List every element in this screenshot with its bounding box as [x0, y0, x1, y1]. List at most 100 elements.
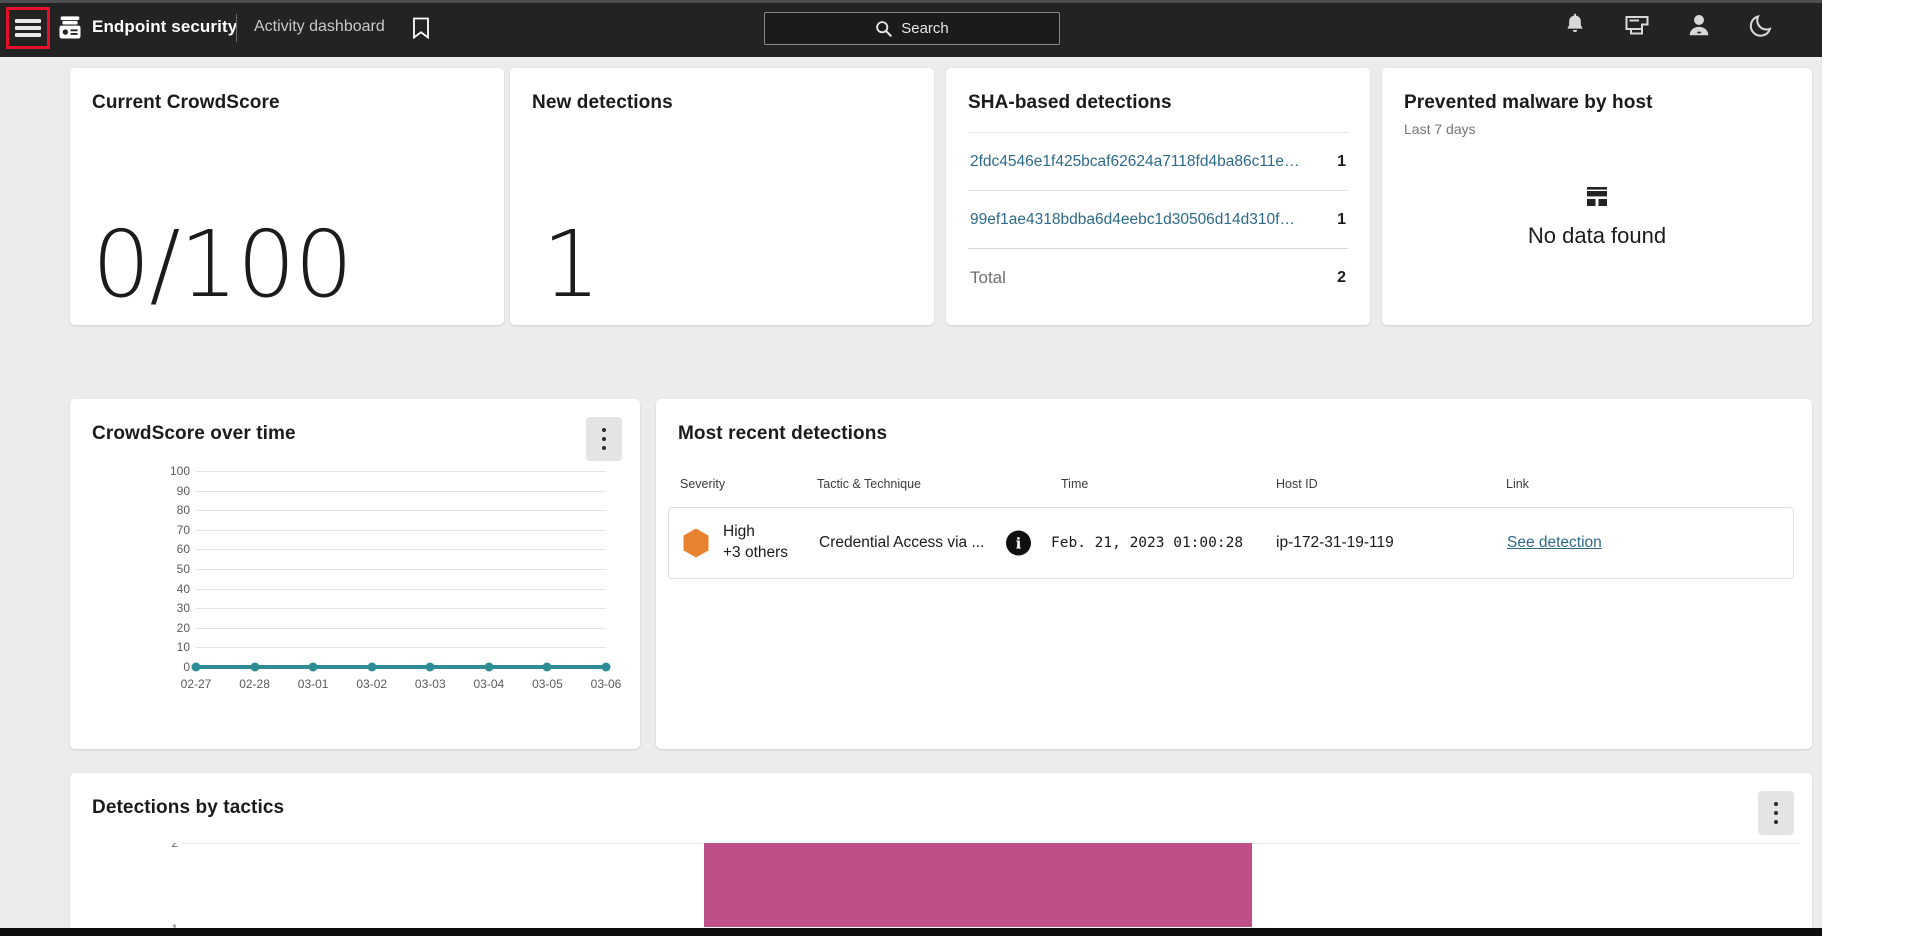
page-subtitle: Activity dashboard — [254, 18, 385, 35]
time-cell: Feb. 21, 2023 01:00:28 — [1051, 535, 1244, 551]
bookmark-icon[interactable] — [412, 17, 430, 39]
sha-detections-list: 2fdc4546e1f425bcaf62624a7118fd4ba86c11e6… — [968, 132, 1348, 306]
new-detections-value: 1 — [542, 211, 601, 318]
notifications-icon[interactable] — [1562, 12, 1588, 38]
x-tick-label: 03-02 — [356, 677, 388, 691]
card-title: Prevented malware by host — [1404, 92, 1653, 113]
y-tick-label: 30 — [176, 601, 190, 616]
y-tick-label: 10 — [176, 640, 190, 655]
no-data-icon — [1587, 187, 1607, 206]
gridline — [196, 490, 606, 492]
data-point[interactable] — [484, 662, 494, 672]
data-point[interactable] — [425, 662, 435, 672]
data-point[interactable] — [542, 662, 552, 672]
gridline — [196, 471, 606, 472]
severity-level: High — [723, 523, 755, 541]
severity-hexagon-icon — [683, 528, 709, 558]
y-tick-label: 100 — [169, 464, 190, 478]
app-title: Endpoint security — [92, 17, 238, 36]
column-header-host-id: Host ID — [1276, 477, 1318, 491]
search-input[interactable]: Search — [764, 12, 1060, 45]
card-new-detections: New detections 1 — [510, 68, 934, 325]
application-window: Endpoint security Activity dashboard Sea… — [0, 0, 1822, 936]
top-bar-icon-group — [1562, 12, 1774, 38]
empty-state-text: No data found — [1527, 223, 1667, 248]
messages-icon[interactable] — [1624, 12, 1650, 38]
kebab-dot — [602, 446, 606, 450]
y-tick-label: 90 — [176, 483, 190, 498]
card-prevented-malware-by-host: Prevented malware by host Last 7 days No… — [1382, 68, 1812, 325]
y-tick-label: 80 — [176, 503, 190, 518]
list-item[interactable]: 99ef1ae4318bdba6d4eebc1d30506d14d310fdf.… — [968, 190, 1348, 248]
gridline — [196, 569, 606, 570]
kebab-dot — [1774, 802, 1778, 806]
data-point[interactable] — [250, 662, 260, 672]
host-id-cell: ip-172-31-19-119 — [1276, 534, 1394, 551]
data-point[interactable] — [308, 662, 318, 672]
tactics-chart-menu-button[interactable] — [1758, 791, 1794, 835]
see-detection-link[interactable]: See detection — [1507, 534, 1602, 551]
empty-state: No data found — [1382, 186, 1812, 249]
x-tick-label: 02-27 — [180, 677, 212, 691]
kebab-dot — [602, 428, 606, 432]
search-placeholder: Search — [901, 20, 949, 37]
list-item[interactable]: 2fdc4546e1f425bcaf62624a7118fd4ba86c11e6… — [968, 132, 1348, 190]
kebab-dot — [1774, 820, 1778, 824]
y-tick-label: 0 — [183, 660, 190, 674]
card-most-recent-detections: Most recent detections Severity Tactic &… — [656, 399, 1812, 749]
y-tick-label: 70 — [176, 522, 190, 537]
card-title: Current CrowdScore — [92, 92, 280, 113]
card-current-crowdscore: Current CrowdScore 0/100 — [70, 68, 504, 325]
gridline — [196, 647, 606, 649]
data-point[interactable] — [367, 662, 377, 672]
hamburger-icon — [15, 16, 41, 40]
y-tick-label: 60 — [176, 542, 190, 557]
severity-cell: High +3 others — [723, 522, 788, 564]
chart-gridlines — [191, 471, 611, 672]
data-point[interactable] — [601, 662, 611, 672]
user-account-icon[interactable] — [1686, 12, 1712, 38]
tactic-technique-cell: Credential Access via ... — [819, 534, 985, 551]
sha-total-row: Total 2 — [968, 248, 1348, 306]
x-tick-label: 03-04 — [473, 677, 505, 691]
kebab-dot — [602, 437, 606, 441]
card-title: SHA-based detections — [968, 92, 1172, 113]
kebab-dot — [1774, 811, 1778, 815]
y-tick-label: 50 — [176, 562, 190, 576]
card-crowdscore-over-time: CrowdScore over time 0 10 20 30 40 50 60 70 80 90… — [70, 399, 640, 749]
search-icon — [876, 21, 892, 37]
sha-hash-link[interactable]: 99ef1ae4318bdba6d4eebc1d30506d14d310fdf.… — [970, 210, 1300, 228]
x-tick-label: 03-06 — [590, 677, 622, 691]
y-tick-label: 40 — [176, 581, 190, 596]
gridline — [196, 549, 606, 551]
gridline — [196, 510, 606, 512]
bar-segment[interactable] — [704, 843, 1252, 927]
gridline — [196, 529, 606, 531]
endpoint-security-logo-icon — [59, 16, 81, 39]
tactics-bar-chart: 12 — [70, 843, 1812, 936]
severity-others: +3 others — [723, 544, 789, 561]
sha-total-value: 2 — [1337, 268, 1346, 286]
dashboard-canvas: Current CrowdScore 0/100 New detections … — [0, 57, 1822, 936]
gridline — [196, 608, 606, 610]
info-icon[interactable]: i — [1006, 530, 1031, 556]
crowdscore-value: 0/100 — [92, 211, 353, 318]
column-header-link: Link — [1506, 477, 1529, 491]
sha-total-label: Total — [970, 267, 1006, 287]
window-bottom-edge — [0, 928, 1822, 936]
sha-hash-link[interactable]: 2fdc4546e1f425bcaf62624a7118fd4ba86c11e6… — [970, 152, 1300, 170]
column-header-tactic: Tactic & Technique — [817, 477, 921, 491]
main-menu-button[interactable] — [6, 7, 50, 49]
crowdscore-chart-menu-button[interactable] — [586, 417, 622, 461]
card-title: Detections by tactics — [92, 797, 285, 818]
card-sha-based-detections: SHA-based detections 2fdc4546e1f425bcaf6… — [946, 68, 1370, 325]
bar-plot-area — [182, 843, 1800, 936]
y-tick-label: 2 — [171, 843, 178, 850]
dark-mode-icon[interactable] — [1748, 12, 1774, 38]
gridline — [196, 627, 606, 629]
column-header-time: Time — [1061, 477, 1089, 491]
data-point[interactable] — [191, 662, 201, 672]
window-titlebar-edge — [0, 0, 1822, 3]
table-row[interactable]: High +3 others Credential Access via ...… — [668, 507, 1794, 579]
